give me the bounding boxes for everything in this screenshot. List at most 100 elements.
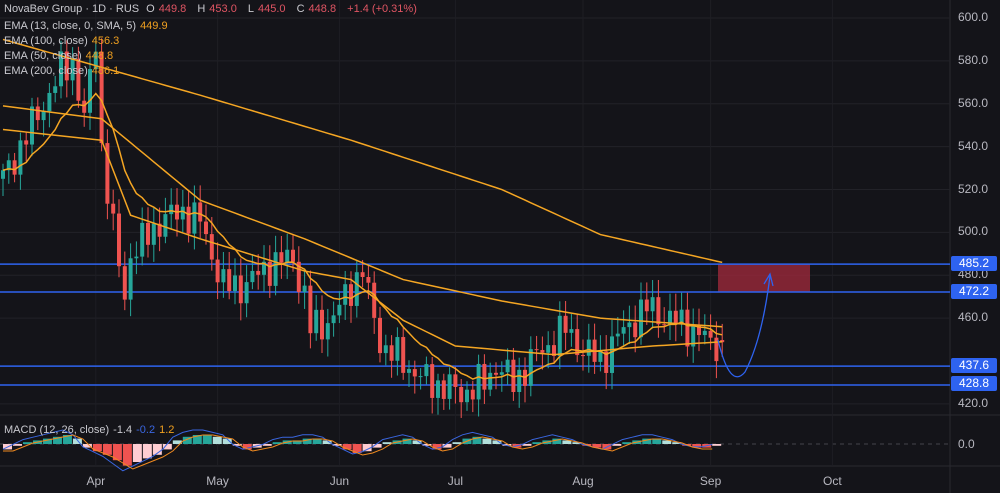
candle-body xyxy=(320,309,324,340)
candle-body xyxy=(656,297,661,325)
candle-body xyxy=(325,323,330,340)
candle-body xyxy=(407,369,411,373)
candle-body xyxy=(575,329,580,356)
macd-histogram-bar xyxy=(12,444,22,446)
candle-body xyxy=(702,330,707,336)
macd-legend[interactable]: MACD (12, 26, close) -1.4 -0.2 1.2 xyxy=(4,424,175,436)
y-tick-label: 460.0 xyxy=(958,310,989,325)
candle-body xyxy=(47,92,52,112)
macd-histogram-bar xyxy=(662,440,672,444)
macd-histogram-bar xyxy=(182,436,192,444)
candle-body xyxy=(447,374,452,399)
candle-body xyxy=(673,310,678,325)
candle-body xyxy=(708,330,713,338)
x-tick-label: Sep xyxy=(699,474,722,488)
candle-body xyxy=(105,143,110,204)
candle-body xyxy=(296,261,301,293)
high-value: 453.0 xyxy=(209,3,237,15)
candle-body xyxy=(621,327,626,334)
macd-histogram-bar xyxy=(672,442,682,444)
macd-histogram-bar xyxy=(652,438,662,444)
macd-histogram-bar xyxy=(152,444,162,455)
macd-histogram-bar xyxy=(162,444,172,450)
candle-body xyxy=(679,309,684,325)
macd-histogram-bar xyxy=(562,440,572,444)
macd-histogram-bar xyxy=(712,444,722,446)
macd-histogram-bar xyxy=(202,435,212,444)
candle-body xyxy=(88,69,92,113)
candle-body xyxy=(64,51,69,81)
candle-body xyxy=(1,170,5,179)
candle-body xyxy=(552,345,556,356)
indicator-ema200[interactable]: EMA (200, close) 486.1 xyxy=(4,65,120,77)
candle-body xyxy=(494,372,498,375)
macd-histogram-bar xyxy=(612,444,622,446)
macd-signal-line xyxy=(3,434,713,470)
candle-body xyxy=(482,363,487,390)
candle-body xyxy=(436,380,440,398)
forecast-curve xyxy=(717,275,771,378)
candle-body xyxy=(546,345,551,353)
candle-body xyxy=(424,364,429,377)
candle-body xyxy=(198,202,203,222)
candle-body xyxy=(302,285,307,293)
candle-body xyxy=(314,309,319,334)
candle-body xyxy=(534,349,539,351)
macd-histogram-bar xyxy=(342,444,352,450)
candle-body xyxy=(111,203,116,214)
macd-histogram-bar xyxy=(642,438,652,444)
candle-body xyxy=(430,364,435,398)
candle-body xyxy=(209,234,214,260)
candle-body xyxy=(563,315,568,333)
candle-body xyxy=(331,315,336,324)
indicator-ema13[interactable]: EMA (13, close, 0, SMA, 5) 449.9 xyxy=(4,20,168,32)
candle-body xyxy=(59,51,63,87)
y-tick-label: 540.0 xyxy=(958,138,989,153)
candle-body xyxy=(389,345,394,361)
y-tick-label: 600.0 xyxy=(958,10,989,24)
candle-body xyxy=(122,266,127,300)
indicator-ema100[interactable]: EMA (100, close) 456.3 xyxy=(4,35,120,47)
candle-body xyxy=(256,270,261,275)
candle-body xyxy=(505,359,510,373)
macd-zero-label: 0.0 xyxy=(958,437,975,451)
candle-body xyxy=(76,58,81,101)
forecast-arrowhead xyxy=(763,272,774,287)
macd-histogram-bar xyxy=(472,436,482,444)
macd-histogram-bar xyxy=(692,444,702,448)
ema50-line xyxy=(2,128,723,356)
candle-body xyxy=(557,315,562,356)
candle-body xyxy=(70,58,75,81)
macd-histogram-bar xyxy=(292,440,302,444)
indicator-ema50[interactable]: EMA (50, close) 448.8 xyxy=(4,50,114,62)
ema200-line xyxy=(2,38,723,264)
close-value: 448.8 xyxy=(308,3,337,15)
macd-histogram-bar xyxy=(312,438,322,444)
candle-body xyxy=(662,324,667,326)
candle-body xyxy=(598,351,603,362)
macd-histogram-bar xyxy=(22,442,32,444)
macd-histogram-bar xyxy=(172,440,182,444)
candle-body xyxy=(644,299,649,312)
candle-body xyxy=(453,374,458,387)
candle-body xyxy=(238,275,243,304)
candle-body xyxy=(273,252,278,286)
candle-body xyxy=(610,336,614,373)
macd-histogram-bar xyxy=(592,444,602,448)
candle-body xyxy=(615,333,620,337)
candle-body xyxy=(604,351,609,373)
macd-histogram-bar xyxy=(332,444,342,446)
macd-histogram-bar xyxy=(42,438,52,444)
macd-histogram-bar xyxy=(222,438,232,444)
candle-body xyxy=(117,213,121,267)
macd-histogram-bar xyxy=(322,440,332,444)
macd-histogram-bar xyxy=(262,444,272,446)
macd-histogram-bar xyxy=(502,444,512,446)
candle-body xyxy=(581,355,585,357)
candle-body xyxy=(476,363,481,400)
level-tag-428: 428.8 xyxy=(951,376,997,391)
y-tick-label: 500.0 xyxy=(958,224,989,239)
level-tag-485: 485.2 xyxy=(951,256,997,271)
